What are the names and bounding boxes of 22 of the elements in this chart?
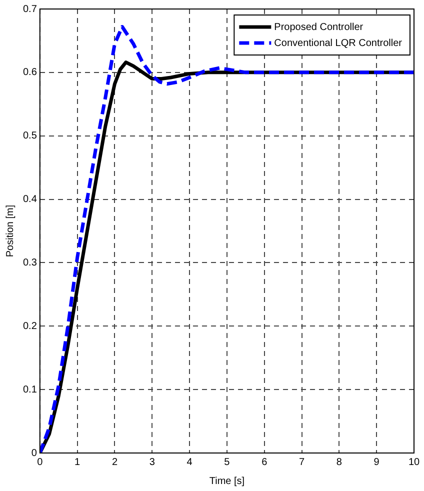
x-tick-label: 3: [149, 456, 156, 468]
x-tick-label: 2: [112, 456, 118, 468]
x-tick-label: 8: [336, 456, 342, 468]
y-tick-label: 0.3: [22, 257, 38, 268]
x-axis-title: Time [s]: [209, 476, 245, 487]
y-tick-label: 0.7: [22, 4, 38, 15]
y-tick-label: 0.6: [22, 67, 38, 78]
y-tick-label: 0: [31, 448, 38, 459]
legend-label: Proposed Controller: [274, 22, 364, 33]
legend-label: Conventional LQR Controller: [274, 38, 403, 49]
x-tick-label: 7: [298, 456, 305, 468]
y-tick-label: 0.1: [22, 384, 38, 396]
y-tick-label: 0.5: [22, 130, 38, 142]
y-axis-title: Position [m]: [4, 204, 16, 258]
x-tick-label: 1: [74, 456, 81, 468]
x-tick-label: 6: [262, 456, 268, 468]
x-tick-label: 5: [224, 456, 230, 468]
x-tick-label: 10: [408, 456, 420, 468]
x-tick-label: 9: [374, 456, 380, 468]
x-tick-label: 4: [186, 456, 193, 468]
y-tick-label: 0.4: [22, 194, 38, 206]
y-tick-label: 0.2: [22, 320, 38, 332]
